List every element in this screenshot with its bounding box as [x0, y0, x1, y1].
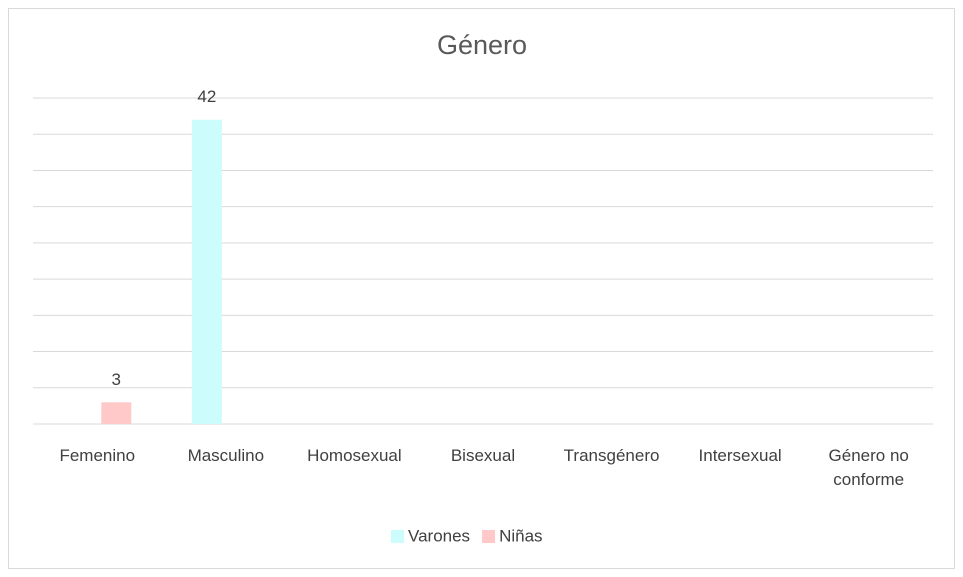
legend-label: Varones — [408, 526, 470, 545]
data-label: 3 — [112, 370, 121, 389]
x-tick-label: Femenino — [59, 446, 136, 465]
legend-label: Niñas — [499, 526, 542, 545]
chart-border — [8, 8, 955, 569]
legend-swatch — [482, 530, 496, 543]
legend-swatch — [391, 530, 404, 543]
x-tick-label: Masculino — [187, 446, 265, 465]
x-tick-label: Transgénero — [563, 446, 660, 465]
x-tick-label: Género no conforme — [828, 446, 909, 489]
data-label: 42 — [197, 87, 216, 106]
bar — [191, 119, 222, 424]
bar — [101, 402, 132, 424]
x-tick-label: Intersexual — [698, 446, 782, 465]
x-tick-label: Bisexual — [450, 446, 516, 465]
chart-title: Género — [437, 30, 527, 60]
x-tick-label: Homosexual — [307, 446, 402, 465]
